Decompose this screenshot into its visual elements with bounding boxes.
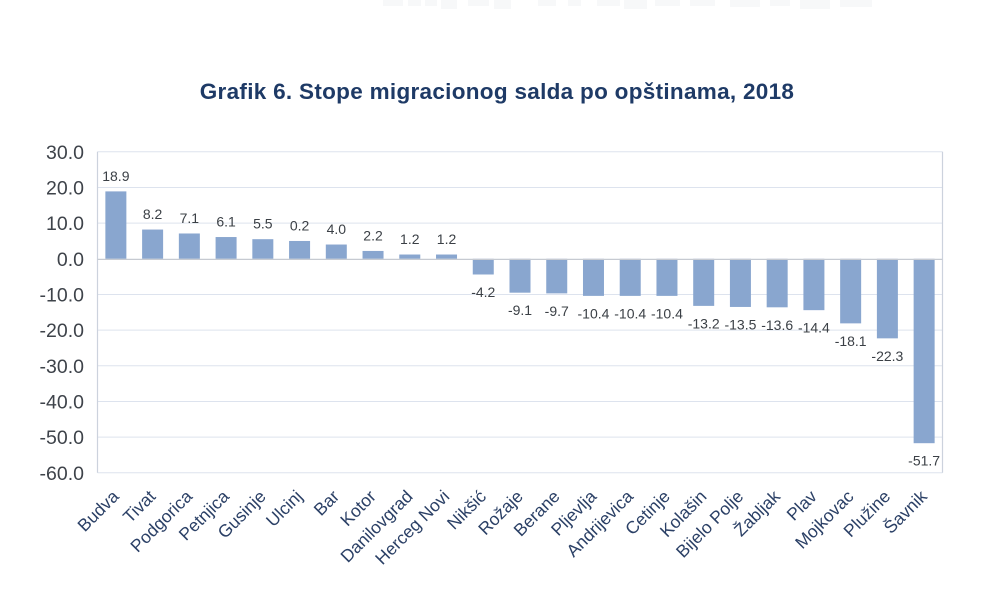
svg-text:8.2: 8.2 — [143, 206, 163, 222]
svg-text:-51.7: -51.7 — [908, 453, 940, 469]
svg-text:18.9: 18.9 — [102, 168, 129, 184]
svg-text:-10.4: -10.4 — [651, 305, 683, 321]
svg-text:-22.3: -22.3 — [871, 348, 903, 364]
svg-text:20.0: 20.0 — [46, 177, 84, 199]
svg-text:-9.7: -9.7 — [545, 303, 569, 319]
svg-text:4.0: 4.0 — [327, 221, 347, 237]
svg-text:1.2: 1.2 — [400, 231, 420, 247]
svg-text:Ulcinj: Ulcinj — [262, 486, 306, 530]
svg-text:-10.4: -10.4 — [614, 305, 646, 321]
svg-text:-14.4: -14.4 — [798, 320, 830, 336]
svg-text:-4.2: -4.2 — [471, 284, 495, 300]
svg-text:1.2: 1.2 — [437, 231, 457, 247]
svg-text:Budva: Budva — [73, 486, 122, 535]
svg-text:-9.1: -9.1 — [508, 302, 532, 318]
svg-text:-50.0: -50.0 — [40, 427, 85, 449]
svg-text:7.1: 7.1 — [180, 210, 200, 226]
svg-text:-30.0: -30.0 — [40, 356, 85, 378]
svg-text:-20.0: -20.0 — [40, 320, 85, 342]
svg-text:0.0: 0.0 — [57, 249, 84, 271]
svg-text:-13.5: -13.5 — [724, 316, 756, 332]
svg-text:5.5: 5.5 — [253, 216, 273, 232]
svg-text:-10.4: -10.4 — [578, 305, 610, 321]
svg-text:0.2: 0.2 — [290, 217, 310, 233]
svg-text:2.2: 2.2 — [363, 227, 383, 243]
svg-text:6.1: 6.1 — [216, 214, 236, 230]
svg-text:-13.6: -13.6 — [761, 317, 793, 333]
svg-text:10.0: 10.0 — [46, 213, 84, 235]
svg-text:30.0: 30.0 — [46, 142, 84, 164]
svg-text:-40.0: -40.0 — [40, 391, 85, 413]
svg-text:-13.2: -13.2 — [688, 315, 720, 331]
svg-text:-10.0: -10.0 — [40, 284, 85, 306]
svg-text:Grafik 6. Stope migracionog sa: Grafik 6. Stope migracionog salda po opš… — [200, 79, 795, 104]
svg-text:-60.0: -60.0 — [40, 463, 85, 485]
svg-text:-18.1: -18.1 — [835, 333, 867, 349]
